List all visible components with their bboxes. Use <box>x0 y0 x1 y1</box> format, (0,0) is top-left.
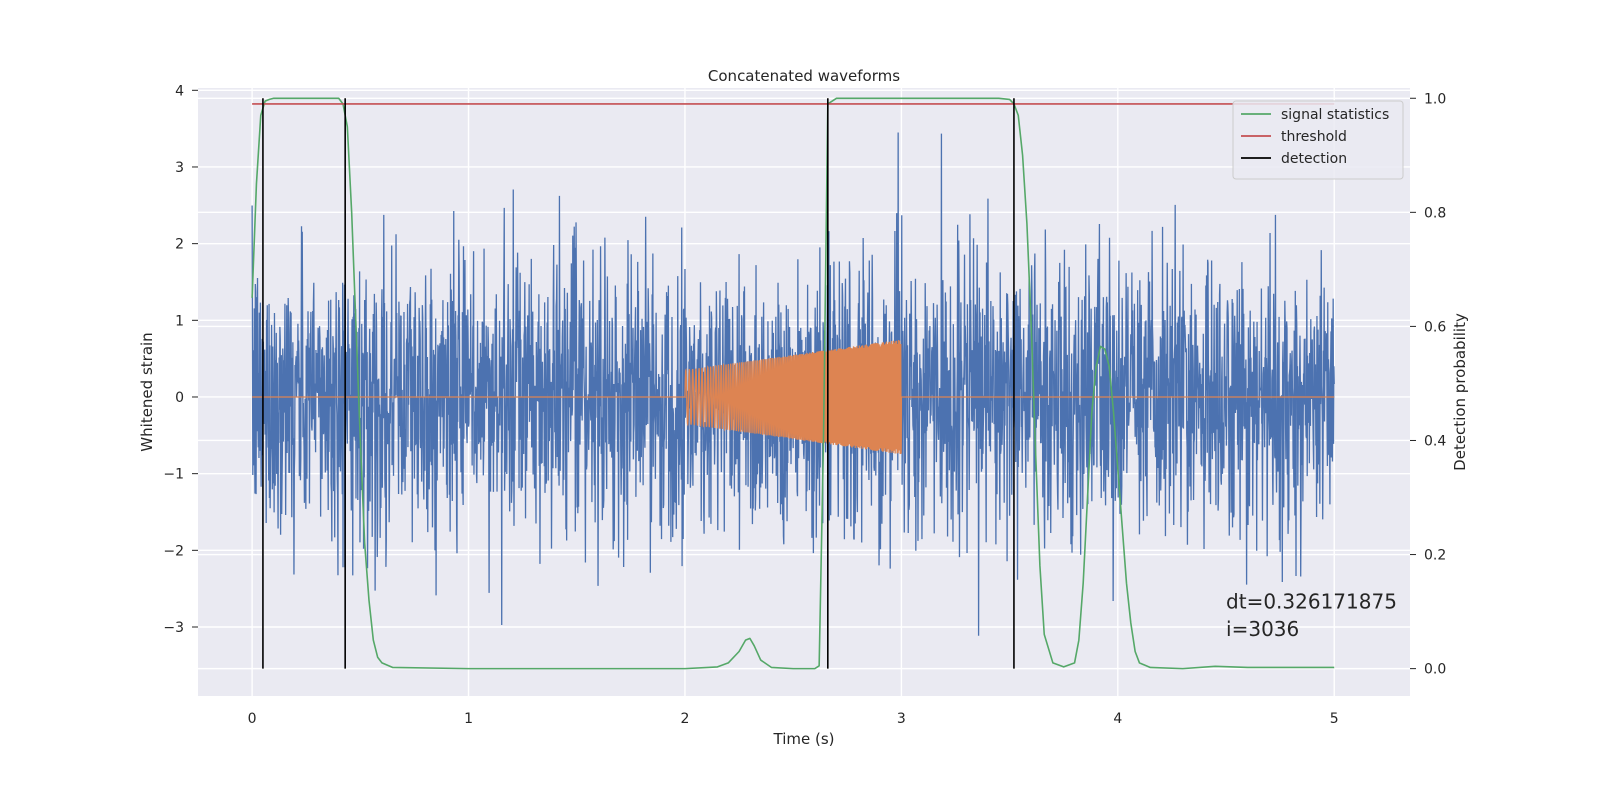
legend: signal statistics threshold detection <box>1232 100 1404 180</box>
tick-labels: 0 1 2 3 4 5 −3 −2 −1 0 1 2 3 4 0.0 0.2 0.4 0.6 0.8 1.0 <box>163 83 1446 727</box>
legend-label: signal statistics <box>1281 107 1389 123</box>
y-left-tick-label: −3 <box>163 620 184 636</box>
x-tick-label: 0 <box>248 711 257 727</box>
annotation-text: i=3036 <box>1226 617 1299 641</box>
x-tick-label: 3 <box>897 711 906 727</box>
y-right-tick-label: 0.6 <box>1424 319 1446 335</box>
y-axis-label-right: Detection probability <box>1451 313 1469 471</box>
annotation-text: dt=0.326171875 <box>1226 590 1397 614</box>
injected-chirp-series <box>252 340 1335 455</box>
y-left-tick-label: 2 <box>175 237 184 253</box>
x-tick-label: 4 <box>1113 711 1122 727</box>
y-left-tick-label: 3 <box>175 160 184 176</box>
x-tick-label: 2 <box>681 711 690 727</box>
y-right-tick-label: 0.2 <box>1424 548 1446 564</box>
y-right-tick-label: 0.4 <box>1424 433 1446 449</box>
y-right-tick-label: 0.0 <box>1424 662 1446 678</box>
series-layer <box>251 97 1335 670</box>
y-right-tick-label: 0.8 <box>1424 205 1446 221</box>
whitened-strain-series <box>251 132 1335 636</box>
y-axis-label-left: Whitened strain <box>138 332 156 451</box>
x-tick-label: 5 <box>1330 711 1339 727</box>
annotations: dt=0.326171875 i=3036 <box>1226 590 1397 641</box>
y-left-tick-label: −1 <box>163 467 184 483</box>
y-left-tick-label: 1 <box>175 313 184 329</box>
y-right-tick-label: 1.0 <box>1424 91 1446 107</box>
y-left-tick-label: 4 <box>175 83 184 99</box>
legend-label: threshold <box>1281 129 1347 145</box>
legend-label: detection <box>1281 151 1347 167</box>
y-left-tick-label: 0 <box>175 390 184 406</box>
chart-title: Concatenated waveforms <box>708 67 900 85</box>
legend-box <box>1232 100 1404 180</box>
x-tick-label: 1 <box>464 711 473 727</box>
x-axis-label: Time (s) <box>773 730 835 748</box>
y-left-tick-label: −2 <box>163 543 184 559</box>
